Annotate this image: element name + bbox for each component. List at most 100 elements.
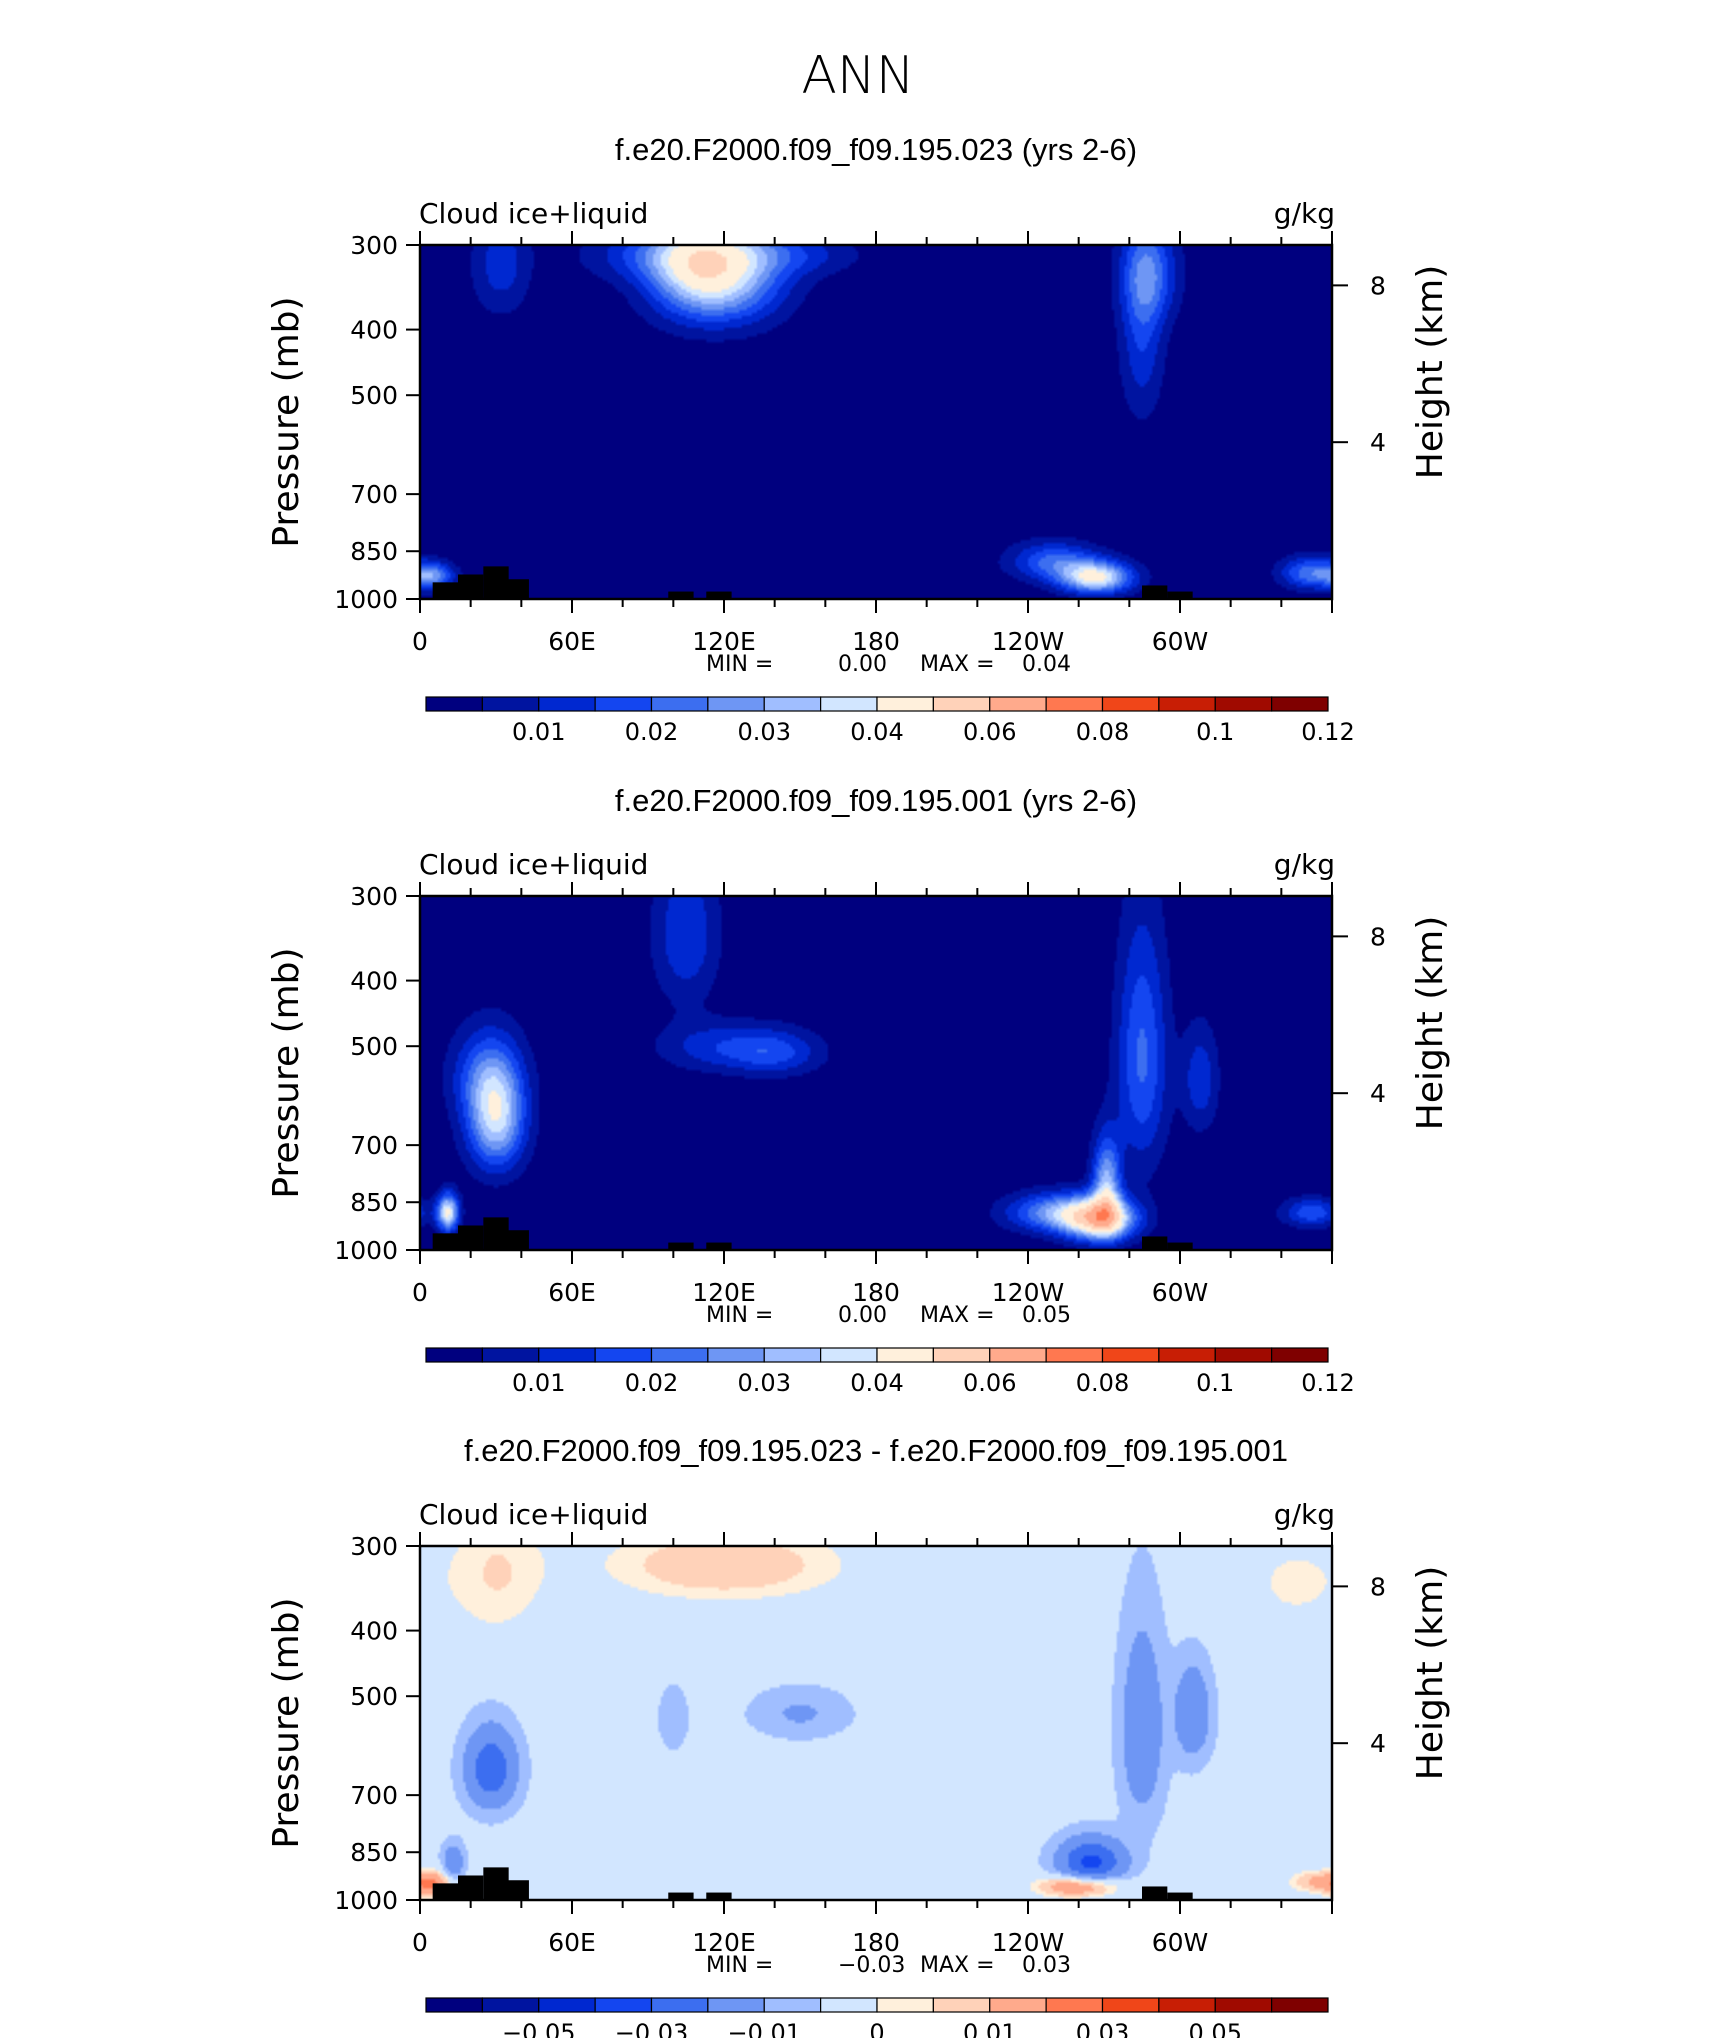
y-tick-label: 500 [350,381,398,410]
colorbar-label: 0.1 [1196,1369,1234,1397]
variable-label: Cloud ice+liquid [419,1498,648,1531]
colorbar-label: 0.06 [963,1369,1016,1397]
x-tick-label: 60W [1152,1928,1209,1957]
colorbar-label: 0.04 [850,1369,903,1397]
colorbar-box-1 [481,1997,540,2013]
colorbar-label: −0.03 [615,2019,689,2038]
y-tick-label: 1000 [334,585,398,614]
y-tick-label: 300 [350,1532,398,1561]
x-tick-label: 120E [692,627,756,656]
max-value: 0.03 [1022,1953,1071,1978]
colorbar-box-15 [1271,1347,1329,1363]
x-tick-label: 180 [852,627,900,656]
panels: f.e20.F2000.f09_f09.195.023 (yrs 2-6) Clo… [266,132,1451,2038]
colorbar-box-0 [425,696,483,712]
x-tick-label: 60E [548,1928,596,1957]
max-value: 0.04 [1022,652,1071,677]
x-tick-label: 120W [992,1278,1064,1307]
y-tick-label: 700 [350,1131,398,1160]
land-mask-1 [458,1225,484,1250]
min-value: 0.00 [838,1303,887,1328]
colorbar-label: 0.05 [1189,2019,1242,2038]
x-tick-label: 120W [992,1928,1064,1957]
colorbar-box-11 [1045,696,1104,712]
y-tick-label: 1000 [334,1886,398,1915]
colorbar-label: 0.02 [625,718,678,746]
y-right-tick-label: 4 [1370,428,1386,457]
contour-field [420,245,1332,599]
y-tick-label: 1000 [334,1236,398,1265]
colorbar-box-3 [594,696,653,712]
max-value: 0.05 [1022,1303,1071,1328]
units-label: g/kg [1274,197,1335,230]
colorbar-box-10 [989,1347,1047,1363]
colorbar-label: 0.08 [1076,1369,1129,1397]
colorbar-box-4 [650,1997,709,2013]
colorbar-label: 0.03 [1076,2019,1129,2038]
max-label: MAX = [920,652,995,677]
colorbar-label: 0.06 [963,718,1016,746]
y-right-axis-label: Height (km) [1410,265,1451,479]
land-mask-7 [1167,591,1193,599]
max-label: MAX = [920,1303,995,1328]
x-tick-label: 60W [1152,627,1209,656]
land-mask-4 [668,591,694,599]
min-value: 0.00 [838,652,887,677]
colorbar-box-3 [594,1347,653,1363]
x-tick-label: 60E [548,627,596,656]
y-tick-label: 850 [350,537,398,566]
land-mask-1 [458,1875,484,1900]
x-tick-label: 120E [692,1278,756,1307]
y-right-tick-label: 4 [1370,1079,1386,1108]
colorbar-box-5 [707,1997,765,2013]
colorbar-label: 0.04 [850,718,903,746]
colorbar-box-6 [763,1997,822,2013]
colorbar-box-8 [876,1997,934,2013]
y-tick-label: 400 [350,1617,398,1646]
page-title: ANN [801,46,914,106]
land-mask-3 [503,1230,529,1250]
colorbar-box-12 [1101,1347,1160,1363]
y-tick-label: 400 [350,967,398,996]
colorbar-box-2 [538,1997,596,2013]
colorbar-box-0 [425,1997,483,2013]
colorbar-box-8 [876,1347,934,1363]
land-mask-5 [706,591,732,599]
land-mask-6 [1142,1236,1168,1250]
colorbar-box-11 [1045,1347,1104,1363]
land-mask-1 [458,574,484,599]
colorbar-label: 0 [869,2019,884,2038]
units-label: g/kg [1274,1498,1335,1531]
y-right-tick-label: 8 [1370,1572,1386,1601]
colorbar-box-14 [1214,1997,1273,2013]
colorbar-box-13 [1158,1347,1216,1363]
panel-title: f.e20.F2000.f09_f09.195.023 (yrs 2-6) [615,132,1137,167]
colorbar-box-6 [763,1347,822,1363]
colorbar-box-9 [932,1347,991,1363]
colorbar-box-10 [989,696,1047,712]
land-mask-5 [706,1892,732,1900]
y-right-tick-label: 8 [1370,271,1386,300]
y-right-tick-label: 4 [1370,1729,1386,1758]
y-tick-label: 850 [350,1838,398,1867]
colorbar-label: 0.01 [512,1369,565,1397]
colorbar-label: −0.01 [727,2019,801,2038]
colorbar-box-12 [1101,696,1160,712]
colorbar-box-12 [1101,1997,1160,2013]
land-mask-6 [1142,1886,1168,1900]
panel-title: f.e20.F2000.f09_f09.195.001 (yrs 2-6) [615,783,1137,818]
land-mask-5 [706,1242,732,1250]
x-tick-label: 120W [992,627,1064,656]
y-tick-label: 400 [350,316,398,345]
colorbar-box-2 [538,696,596,712]
x-tick-label: 180 [852,1278,900,1307]
y-axis-label: Pressure (mb) [266,1597,307,1848]
contour-field [420,896,1332,1250]
colorbar-label: 0.12 [1301,718,1354,746]
colorbar-label: −0.05 [502,2019,576,2038]
land-mask-0 [432,1233,458,1250]
colorbar-box-5 [707,1347,765,1363]
x-tick-label: 0 [412,1928,428,1957]
land-mask-7 [1167,1242,1193,1250]
